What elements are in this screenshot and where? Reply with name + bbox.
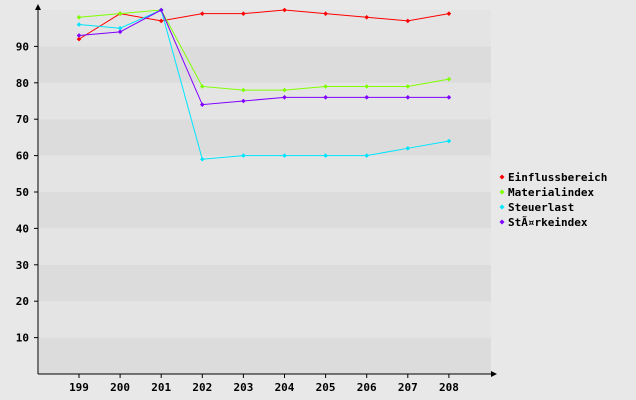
data-point xyxy=(364,14,369,20)
y-tick-label: 90 xyxy=(16,40,29,53)
data-point xyxy=(200,102,205,107)
data-point xyxy=(323,84,328,89)
data-point xyxy=(364,84,369,89)
y-tick-label: 70 xyxy=(16,113,29,126)
plot-background-bands xyxy=(39,10,491,374)
data-point xyxy=(446,138,452,144)
x-tick-label: 206 xyxy=(357,381,377,394)
data-point xyxy=(364,95,369,100)
x-tick-label: 203 xyxy=(233,381,253,394)
series-line xyxy=(78,9,449,160)
y-tick-label: 30 xyxy=(16,259,29,272)
data-point xyxy=(76,36,82,42)
series-line xyxy=(78,9,449,40)
data-point xyxy=(323,95,328,100)
legend-marker xyxy=(499,204,505,210)
legend-label: Materialindex xyxy=(508,186,594,199)
x-tick-label: 200 xyxy=(110,381,130,394)
legend-item: Materialindex xyxy=(499,186,594,199)
data-point xyxy=(76,33,82,38)
data-point xyxy=(76,14,82,20)
series-3 xyxy=(76,7,452,107)
data-point xyxy=(117,29,123,35)
data-point xyxy=(117,11,123,16)
plot-band xyxy=(39,119,491,156)
data-point xyxy=(158,7,164,13)
series-2 xyxy=(76,7,452,162)
legend-item: StÃ¤rkeindex xyxy=(499,216,588,229)
series-0 xyxy=(76,7,452,42)
plot-band xyxy=(39,10,491,47)
y-tick-label: 80 xyxy=(16,77,29,90)
series-line xyxy=(78,9,449,91)
x-tick-label: 199 xyxy=(69,381,89,394)
x-tick-label: 202 xyxy=(192,381,212,394)
legend-marker xyxy=(499,174,505,180)
series-line xyxy=(78,9,449,106)
data-point xyxy=(282,153,287,158)
data-point xyxy=(200,156,205,162)
axes xyxy=(35,4,497,377)
data-point xyxy=(282,87,287,93)
y-tick-label: 10 xyxy=(16,332,29,345)
plot-band xyxy=(39,82,491,120)
x-axis-arrow xyxy=(491,371,497,377)
data-point xyxy=(446,11,452,16)
data-point xyxy=(200,11,205,16)
data-point xyxy=(241,11,246,16)
data-point xyxy=(76,22,82,27)
data-point xyxy=(241,87,246,93)
plot-band xyxy=(39,301,491,338)
x-tick-label: 208 xyxy=(439,381,459,394)
data-point xyxy=(323,11,328,16)
legend-label: Steuerlast xyxy=(508,201,574,214)
data-point xyxy=(323,153,328,158)
legend-marker xyxy=(499,189,505,195)
plot-band xyxy=(39,46,491,83)
x-tick-label: 201 xyxy=(151,381,171,394)
plot-band xyxy=(39,264,491,302)
y-axis-arrow xyxy=(35,4,41,10)
plot-band xyxy=(39,228,491,265)
data-point xyxy=(158,18,164,24)
data-point xyxy=(446,76,452,82)
plot-band xyxy=(39,192,491,229)
data-point xyxy=(282,7,287,13)
data-point xyxy=(241,98,246,104)
y-tick-label: 40 xyxy=(16,222,29,235)
data-point xyxy=(241,153,246,158)
y-ticks: 10 20 30 40 50 60 70 80 90 xyxy=(16,40,38,345)
plot-band xyxy=(39,155,491,192)
data-point xyxy=(405,84,411,89)
y-tick-label: 50 xyxy=(16,186,29,199)
legend-item: Steuerlast xyxy=(499,201,574,214)
data-point xyxy=(117,25,123,31)
legend-item: Einflussbereich xyxy=(499,171,607,184)
y-tick-label: 20 xyxy=(16,295,29,308)
x-tick-label: 207 xyxy=(398,381,418,394)
legend-label: StÃ¤rkeindex xyxy=(508,216,588,229)
x-ticks: 199 200 201 202 203 204 205 206 207 208 xyxy=(69,374,459,394)
x-tick-label: 204 xyxy=(275,381,295,394)
series-1 xyxy=(76,7,452,93)
y-tick-label: 60 xyxy=(16,150,29,163)
data-point xyxy=(282,95,287,100)
data-point xyxy=(405,146,411,151)
x-tick-label: 205 xyxy=(316,381,336,394)
data-point xyxy=(405,18,411,24)
data-point xyxy=(446,95,452,100)
legend-marker xyxy=(499,219,505,225)
legend-label: Einflussbereich xyxy=(508,171,607,184)
plot-band xyxy=(39,337,491,374)
data-point xyxy=(405,95,411,100)
data-point xyxy=(200,84,205,89)
data-point xyxy=(364,153,369,158)
series-layer xyxy=(76,7,452,162)
legend: Einflussbereich Materialindex Steuerlast St… xyxy=(499,171,607,229)
